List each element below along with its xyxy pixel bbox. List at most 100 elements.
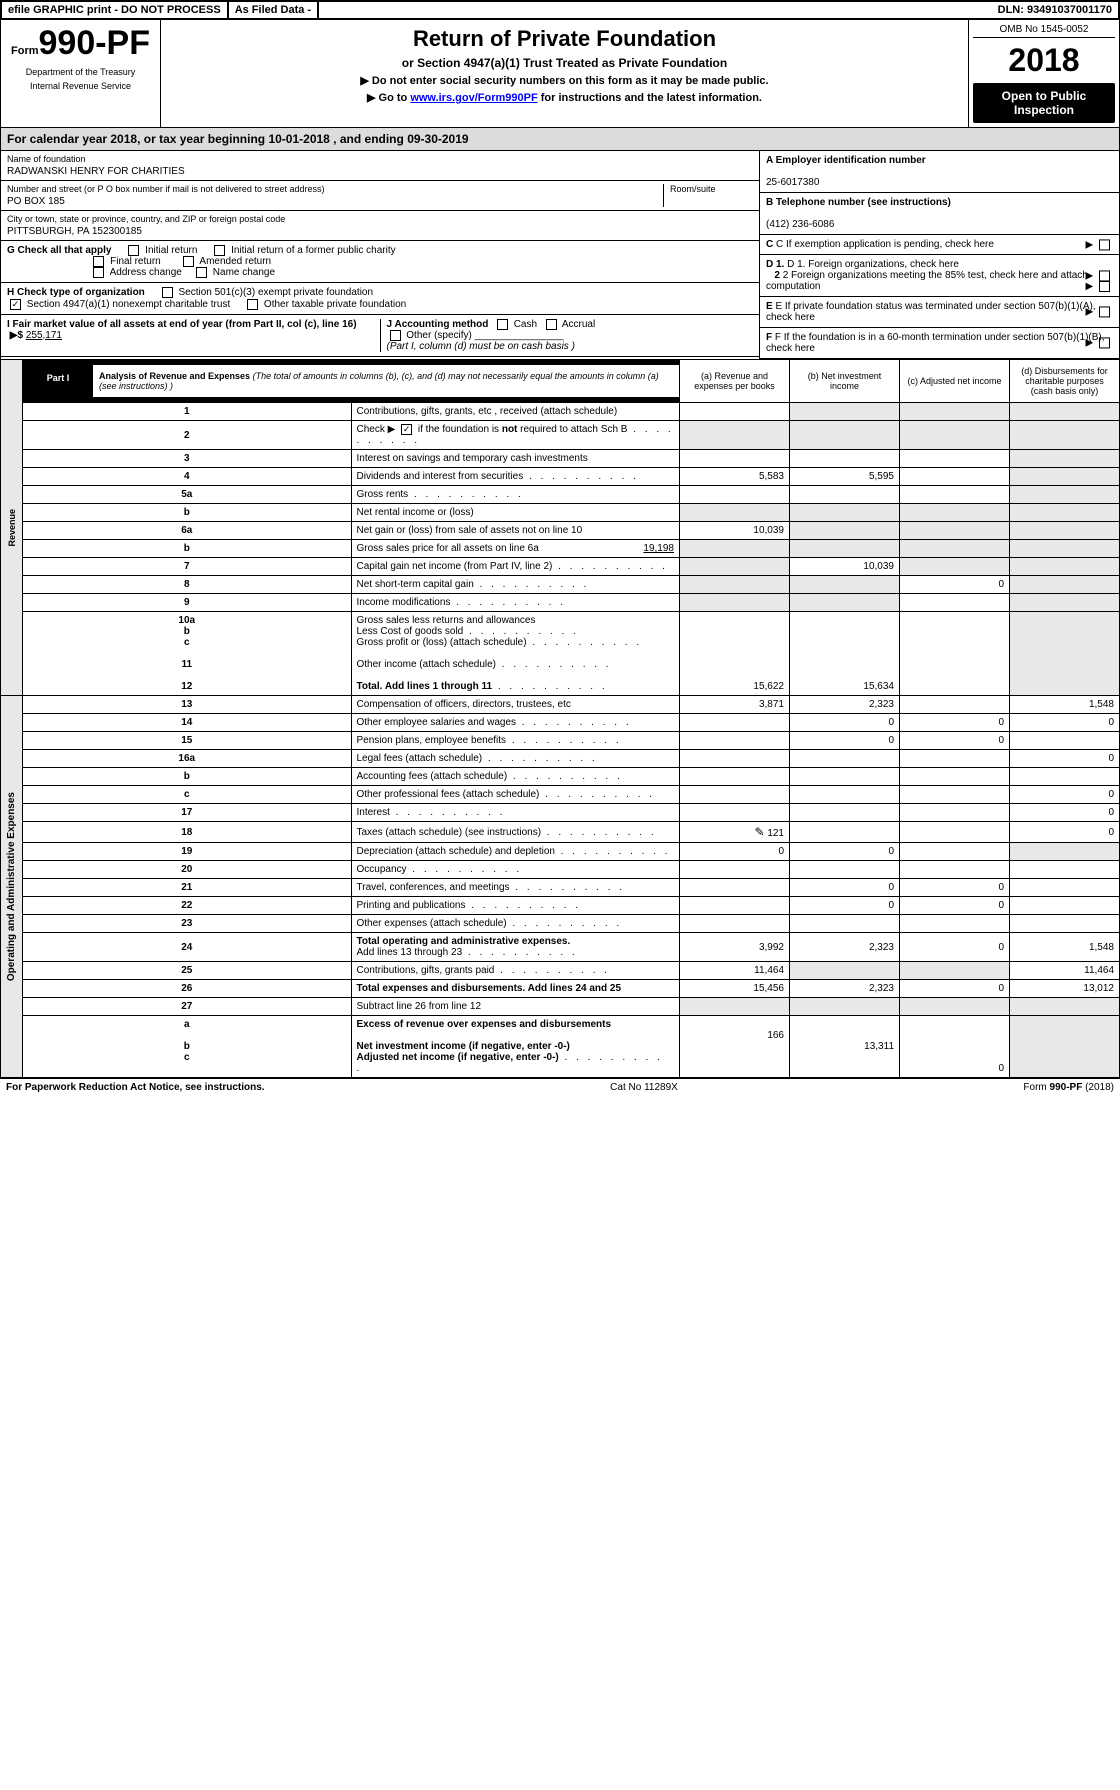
cb-e[interactable]	[1099, 306, 1110, 317]
row-3: 3Interest on savings and temporary cash …	[1, 450, 1120, 468]
a-label: A Employer identification number	[766, 155, 926, 166]
footer-left: For Paperwork Reduction Act Notice, see …	[6, 1082, 265, 1093]
title-cell: Return of Private Foundation or Section …	[161, 20, 969, 127]
i-value: 255,171	[26, 330, 62, 341]
row-16a: 16aLegal fees (attach schedule)0	[1, 750, 1120, 768]
row-24: 24Total operating and administrative exp…	[1, 933, 1120, 962]
cb-schb[interactable]	[401, 424, 412, 435]
row-5b: bNet rental income or (loss)	[1, 504, 1120, 522]
row-21: 21Travel, conferences, and meetings00	[1, 879, 1120, 897]
r1-desc: Contributions, gifts, grants, etc , rece…	[351, 403, 680, 421]
room-label: Room/suite	[670, 184, 753, 194]
h-opt3: Other taxable private foundation	[264, 299, 406, 310]
city-row: City or town, state or province, country…	[1, 211, 759, 241]
r6b-val: 19,198	[643, 543, 674, 554]
pencil-icon[interactable]: ✎	[754, 825, 764, 839]
e-text: E If private foundation status was termi…	[766, 301, 1096, 323]
r8c: 0	[900, 576, 1010, 594]
row-9: 9Income modifications	[1, 594, 1120, 612]
row-14: 14Other employee salaries and wages000	[1, 714, 1120, 732]
cb-name-change[interactable]	[196, 267, 207, 278]
box-c: C C If exemption application is pending,…	[760, 235, 1119, 255]
city-value: PITTSBURGH, PA 152300185	[7, 226, 753, 237]
row-6b: bGross sales price for all assets on lin…	[1, 540, 1120, 558]
row-22: 22Printing and publications00	[1, 897, 1120, 915]
caly-end: 09-30-2019	[407, 132, 468, 146]
row-4: 4Dividends and interest from securities5…	[1, 468, 1120, 486]
row-26: 26Total expenses and disbursements. Add …	[1, 980, 1120, 998]
open-public-badge: Open to Public Inspection	[973, 83, 1115, 123]
cb-amended-return[interactable]	[183, 256, 194, 267]
r7b: 10,039	[790, 558, 900, 576]
row-16c: cOther professional fees (attach schedul…	[1, 786, 1120, 804]
cb-c[interactable]	[1099, 239, 1110, 250]
r27a-val: 166	[767, 1030, 784, 1041]
h-label: H Check type of organization	[7, 288, 145, 299]
part-i-label: Part I	[23, 365, 93, 391]
calendar-year-row: For calendar year 2018, or tax year begi…	[0, 128, 1120, 151]
row-27: 27Subtract line 26 from line 12	[1, 998, 1120, 1016]
part-i-title: Analysis of Revenue and Expenses	[99, 371, 250, 381]
cb-final-return[interactable]	[93, 256, 104, 267]
dln-text: DLN: 93491037001170	[992, 2, 1118, 18]
b-value: (412) 236-6086	[766, 219, 834, 230]
info-two-col: Name of foundation RADWANSKI HENRY FOR C…	[0, 151, 1120, 359]
top-bar: efile GRAPHIC print - DO NOT PROCESS As …	[0, 0, 1120, 20]
cb-d2[interactable]	[1099, 281, 1110, 292]
cb-initial-former[interactable]	[214, 245, 225, 256]
cb-address-change[interactable]	[93, 267, 104, 278]
as-filed-text: As Filed Data -	[229, 2, 319, 18]
city-label: City or town, state or province, country…	[7, 214, 753, 224]
row-16b: bAccounting fees (attach schedule)	[1, 768, 1120, 786]
cb-other-method[interactable]	[390, 330, 401, 341]
j-label: J Accounting method	[387, 319, 489, 330]
addr-value: PO BOX 185	[7, 196, 663, 207]
a-value: 25-6017380	[766, 177, 819, 188]
cb-cash[interactable]	[497, 319, 508, 330]
row-13: Operating and Administrative Expenses13C…	[1, 696, 1120, 714]
cb-f[interactable]	[1099, 337, 1110, 348]
f-text: F If the foundation is in a 60-month ter…	[766, 332, 1105, 354]
j-other: Other (specify)	[406, 330, 472, 341]
r4b: 5,595	[790, 468, 900, 486]
b-label: B Telephone number (see instructions)	[766, 197, 951, 208]
r12a: 15,622	[680, 612, 790, 696]
col-c-header: (c) Adjusted net income	[900, 360, 1010, 403]
r6a-val: 10,039	[680, 522, 790, 540]
part-i-table: Revenue Part I Analysis of Revenue and E…	[0, 359, 1120, 1078]
cb-4947a1[interactable]	[10, 299, 21, 310]
addr-label: Number and street (or P O box number if …	[7, 184, 663, 194]
box-a: A Employer identification number 25-6017…	[760, 151, 1119, 193]
foundation-name-row: Name of foundation RADWANSKI HENRY FOR C…	[1, 151, 759, 181]
g-opt-3: Amended return	[199, 256, 271, 267]
cb-initial-return[interactable]	[128, 245, 139, 256]
rot-expenses: Operating and Administrative Expenses	[6, 792, 17, 981]
instr-goto-suffix: for instructions and the latest informat…	[538, 92, 762, 104]
g-label: G Check all that apply	[7, 245, 111, 256]
instr-ssn: ▶ Do not enter social security numbers o…	[165, 74, 964, 87]
row-19: 19Depreciation (attach schedule) and dep…	[1, 843, 1120, 861]
address-row: Number and street (or P O box number if …	[1, 181, 759, 211]
row-17: 17Interest0	[1, 804, 1120, 822]
g-opt-1: Initial return of a former public charit…	[231, 245, 396, 256]
footer-mid: Cat No 11289X	[610, 1082, 678, 1093]
box-f: F F If the foundation is in a 60-month t…	[760, 328, 1119, 359]
col-b-header: (b) Net investment income	[790, 360, 900, 403]
cb-other-taxable[interactable]	[247, 299, 258, 310]
row-15: 15Pension plans, employee benefits00	[1, 732, 1120, 750]
row-23: 23Other expenses (attach schedule)	[1, 915, 1120, 933]
form-prefix: Form	[11, 45, 39, 57]
g-opt-4: Address change	[110, 267, 182, 278]
row-20: 20Occupancy	[1, 861, 1120, 879]
row-1: 1Contributions, gifts, grants, etc , rec…	[1, 403, 1120, 421]
cb-d1[interactable]	[1099, 270, 1110, 281]
j-cash: Cash	[514, 319, 537, 330]
foundation-name: RADWANSKI HENRY FOR CHARITIES	[7, 166, 753, 177]
instr-link[interactable]: www.irs.gov/Form990PF	[410, 92, 537, 104]
cb-501c3[interactable]	[162, 287, 173, 298]
col-d-header: (d) Disbursements for charitable purpose…	[1010, 360, 1120, 403]
cb-accrual[interactable]	[546, 319, 557, 330]
row-5a: 5aGross rents	[1, 486, 1120, 504]
g-opt-0: Initial return	[145, 245, 197, 256]
row-10-11-12: 10abc1112 Gross sales less returns and a…	[1, 612, 1120, 696]
